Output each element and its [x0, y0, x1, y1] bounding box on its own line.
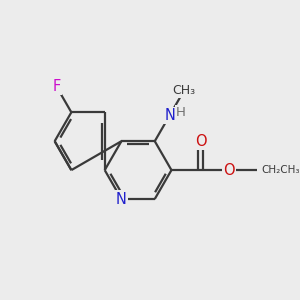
Text: N: N — [164, 108, 175, 123]
Text: N: N — [116, 191, 127, 206]
Text: O: O — [195, 134, 207, 149]
Text: CH₃: CH₃ — [172, 84, 196, 97]
Text: H: H — [176, 106, 185, 119]
Text: O: O — [224, 163, 235, 178]
Text: F: F — [52, 80, 61, 94]
Text: CH₂CH₃: CH₂CH₃ — [262, 165, 300, 175]
